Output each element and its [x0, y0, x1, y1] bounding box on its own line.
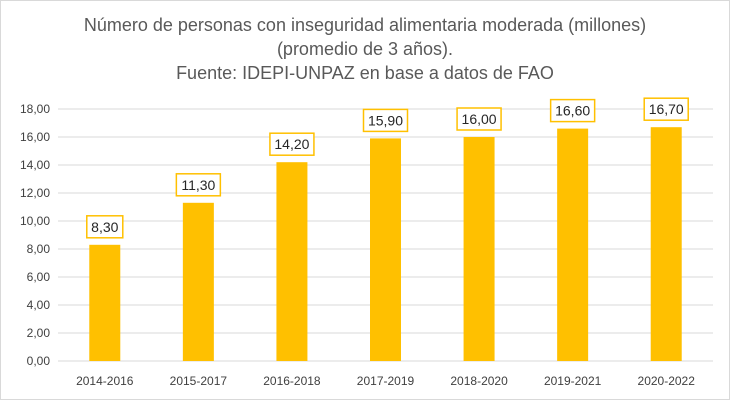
data-label-box — [549, 98, 596, 123]
data-label: 16,60 — [555, 103, 590, 119]
x-tick-label: 2014-2016 — [76, 374, 134, 388]
y-tick-label: 6,00 — [27, 270, 51, 284]
data-label: 16,70 — [649, 101, 684, 117]
y-tick-label: 18,00 — [20, 102, 50, 116]
x-tick-label: 2018-2020 — [450, 374, 508, 388]
bar — [463, 137, 495, 361]
bar — [370, 138, 401, 361]
data-labels: 8,30 11,30 14,20 15,90 16,00 16,60 16,70 — [86, 97, 689, 239]
data-label-box — [175, 173, 222, 197]
data-label: 15,90 — [368, 112, 403, 128]
bars — [89, 127, 682, 361]
data-label-box — [362, 108, 409, 133]
x-tick-label: 2020-2022 — [638, 374, 696, 388]
x-tick-label: 2015-2017 — [170, 374, 228, 388]
data-label-box — [643, 97, 689, 121]
y-tick-label: 14,00 — [20, 158, 50, 172]
bar — [557, 128, 589, 361]
data-label: 16,00 — [462, 111, 497, 127]
y-axis-ticks: 0,00 2,00 4,00 6,00 8,00 10,00 12,00 14,00 16,00… — [20, 102, 50, 368]
data-label-box — [456, 107, 502, 131]
y-tick-label: 16,00 — [20, 130, 50, 144]
data-label: 11,30 — [181, 177, 215, 193]
chart-title-line-2: (promedio de 3 años). — [276, 39, 454, 59]
y-tick-label: 0,00 — [27, 354, 51, 368]
bar — [650, 127, 682, 361]
x-tick-label: 2019-2021 — [544, 374, 602, 388]
y-tick-label: 12,00 — [20, 186, 50, 200]
bar — [182, 202, 214, 361]
data-label-box — [86, 215, 124, 239]
bar — [89, 244, 121, 361]
data-label-box — [269, 132, 315, 156]
y-tick-label: 10,00 — [20, 214, 50, 228]
chart-title: Número de personas con inseguridad alime… — [1, 13, 729, 85]
x-tick-label: 2016-2018 — [263, 374, 321, 388]
y-tick-label: 8,00 — [27, 242, 51, 256]
data-label: 8,30 — [91, 219, 118, 235]
y-tick-label: 4,00 — [27, 298, 51, 312]
x-tick-label: 2017-2019 — [357, 374, 415, 388]
y-tick-label: 2,00 — [27, 326, 51, 340]
chart-title-line-1: Número de personas con inseguridad alime… — [83, 15, 647, 35]
bar — [276, 162, 308, 361]
data-label: 14,20 — [274, 136, 309, 152]
chart-title-line-3: Fuente: IDEPI-UNPAZ en base a datos de F… — [176, 63, 554, 83]
x-axis-ticks: 2014-2016 2015-2017 2016-2018 2017-2019 2018… — [76, 374, 695, 388]
